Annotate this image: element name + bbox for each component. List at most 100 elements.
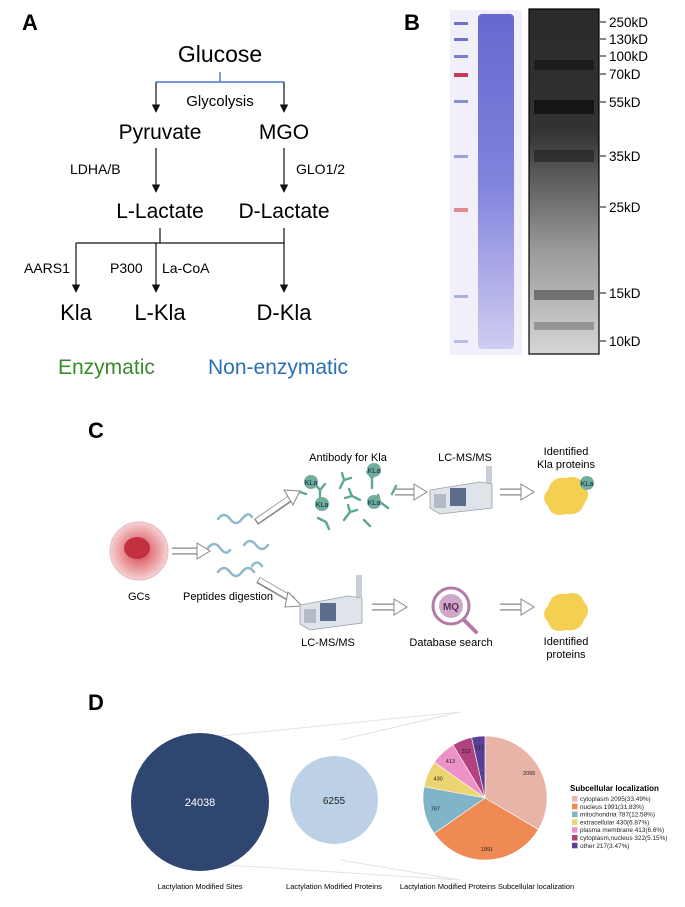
legend-entry-5: cytoplasm,nucleus 322(5.15%)	[580, 835, 667, 842]
marker-250kd: 250kD	[609, 15, 648, 30]
kla-label: Kla	[60, 300, 93, 325]
panel-label-b: B	[404, 10, 420, 35]
pie-slice-0	[484, 735, 548, 830]
panel-label-c: C	[88, 418, 104, 443]
pie-slice-label-1: 1991	[481, 847, 493, 853]
peptides-label: Peptides digestion	[183, 591, 273, 603]
lactate-pathway-diagram: Glucose Glycolysis Pyruvate MGO LDHA/B G…	[24, 41, 348, 379]
kla-protein-icon: KLa	[544, 476, 594, 515]
proteins-label: Lactylation Modified Proteins	[286, 882, 382, 891]
arrow-cell-peptides	[196, 542, 211, 560]
arrow-lcms-identified-top	[500, 483, 535, 501]
arrow-to-lcms-bottom	[256, 576, 304, 608]
sample-lane	[478, 14, 514, 349]
legend-title: Subcellular localization	[570, 784, 659, 793]
molecular-weight-markers: 250kD 130kD 100kD 70kD 55kD 35kD 25kD 15…	[600, 15, 648, 349]
pie-slice-label-3: 430	[434, 776, 443, 782]
glucose-label: Glucose	[178, 41, 262, 67]
identified-kla-label-2: Kla proteins	[537, 459, 596, 471]
kla-tag-2: KLa	[368, 468, 381, 475]
sites-circle	[131, 733, 269, 871]
d-kla-label: D-Kla	[256, 300, 312, 325]
identified-label-1: Identified	[544, 636, 589, 648]
non-enzymatic-label: Non-enzymatic	[208, 356, 348, 379]
lcms-top-label: LC-MS/MS	[438, 452, 492, 464]
identified-label-2: proteins	[546, 649, 586, 661]
pie-slice-label-5: 322	[462, 749, 471, 755]
ldha-label: LDHA/B	[70, 161, 121, 177]
coomassie-gel	[450, 10, 522, 355]
western-blot	[528, 8, 600, 355]
pie-slice-label-4: 413	[446, 759, 455, 765]
legend-entry-6: other 217(3.47%)	[580, 843, 629, 850]
legend-swatch-0	[572, 796, 578, 802]
marker-55kd: 55kD	[609, 95, 641, 110]
glo-label: GLO1/2	[296, 161, 345, 177]
pie-slice-1	[433, 797, 539, 861]
identified-kla-label-1: Identified	[544, 446, 589, 458]
arrow-database-identified	[500, 598, 535, 616]
marker-130kd: 130kD	[609, 32, 648, 47]
kla-tag-1: KLa	[305, 480, 318, 487]
d-lactate-label: D-Lactate	[238, 200, 329, 223]
proteins-value: 6255	[323, 796, 346, 807]
pie-label: Lactylation Modified Proteins Subcellula…	[400, 882, 574, 891]
mgo-label: MGO	[259, 121, 309, 144]
arrow-to-antibody	[254, 489, 301, 525]
arrow-antibody-lcms	[395, 483, 428, 501]
lcms-bottom-label: LC-MS/MS	[301, 637, 355, 649]
l-kla-label: L-Kla	[134, 300, 186, 325]
glycolysis-label: Glycolysis	[186, 93, 254, 110]
aars1-label: AARS1	[24, 260, 70, 276]
kla-tag-protein: KLa	[581, 481, 594, 488]
lcms-instrument-top-icon	[429, 466, 493, 515]
pie-slice-label-0: 2095	[523, 771, 535, 777]
sites-label: Lactylation Modified Sites	[157, 882, 242, 891]
la-coa-label: La-CoA	[162, 260, 210, 276]
marker-25kd: 25kD	[609, 200, 641, 215]
marker-100kd: 100kD	[609, 49, 648, 64]
legend-swatch-2	[572, 811, 578, 818]
kla-tag-3: KLa	[316, 502, 329, 509]
arrow-lcms-database	[372, 598, 408, 616]
panel-label-a: A	[22, 10, 38, 35]
legend-entry-1: nucleus 1991(31.83%)	[580, 804, 644, 811]
protein-icon	[544, 593, 588, 631]
workflow-diagram: GCs Peptides digestion Antibody for Kla	[109, 446, 596, 661]
legend-entry-0: cytoplasm 2095(33.49%)	[580, 796, 651, 803]
database-label: Database search	[409, 637, 492, 649]
marker-10kd: 10kD	[609, 334, 641, 349]
proteins-circle	[290, 756, 378, 844]
pie-slice-6	[471, 735, 486, 799]
subcellular-pie-chart: 2095 1991 787 430 413 322 217	[422, 735, 548, 861]
kla-tags: KLa KLa KLa KLa	[304, 463, 381, 511]
database-search-icon: MQ	[431, 586, 478, 634]
kla-tag-4: KLa	[368, 500, 381, 507]
pie-slice-label-6: 217	[475, 745, 484, 751]
pie-slice-label-2: 787	[431, 807, 440, 813]
marker-35kd: 35kD	[609, 149, 641, 164]
pie-legend: Subcellular localization cytoplasm 2095(…	[570, 784, 667, 850]
p300-label: P300	[110, 260, 143, 276]
gcs-label: GCs	[128, 591, 151, 603]
legend-entry-3: extracellular 430(6.87%)	[580, 819, 649, 826]
panel-label-d: D	[88, 690, 104, 715]
peptides-icon	[206, 513, 270, 578]
lactylation-summary: 24038 Lactylation Modified Sites 6255 La…	[131, 711, 667, 891]
legend-swatch-5	[572, 835, 578, 841]
antibody-label: Antibody for Kla	[309, 452, 388, 464]
l-lactate-label: L-Lactate	[116, 200, 204, 223]
legend-swatch-1	[572, 803, 578, 810]
pyruvate-label: Pyruvate	[119, 121, 202, 144]
legend-entry-2: mitochondria 787(12.58%)	[580, 812, 655, 819]
enzymatic-label: Enzymatic	[58, 356, 155, 379]
legend-swatch-6	[572, 842, 578, 849]
ladder-lane	[454, 22, 468, 343]
sites-value: 24038	[185, 797, 216, 809]
legend-swatch-4	[572, 827, 578, 833]
marker-15kd: 15kD	[609, 286, 641, 301]
legend-entry-4: plasma membrane 413(6.6%)	[580, 827, 664, 834]
legend-swatch-3	[572, 819, 578, 825]
mq-label: MQ	[443, 602, 459, 613]
